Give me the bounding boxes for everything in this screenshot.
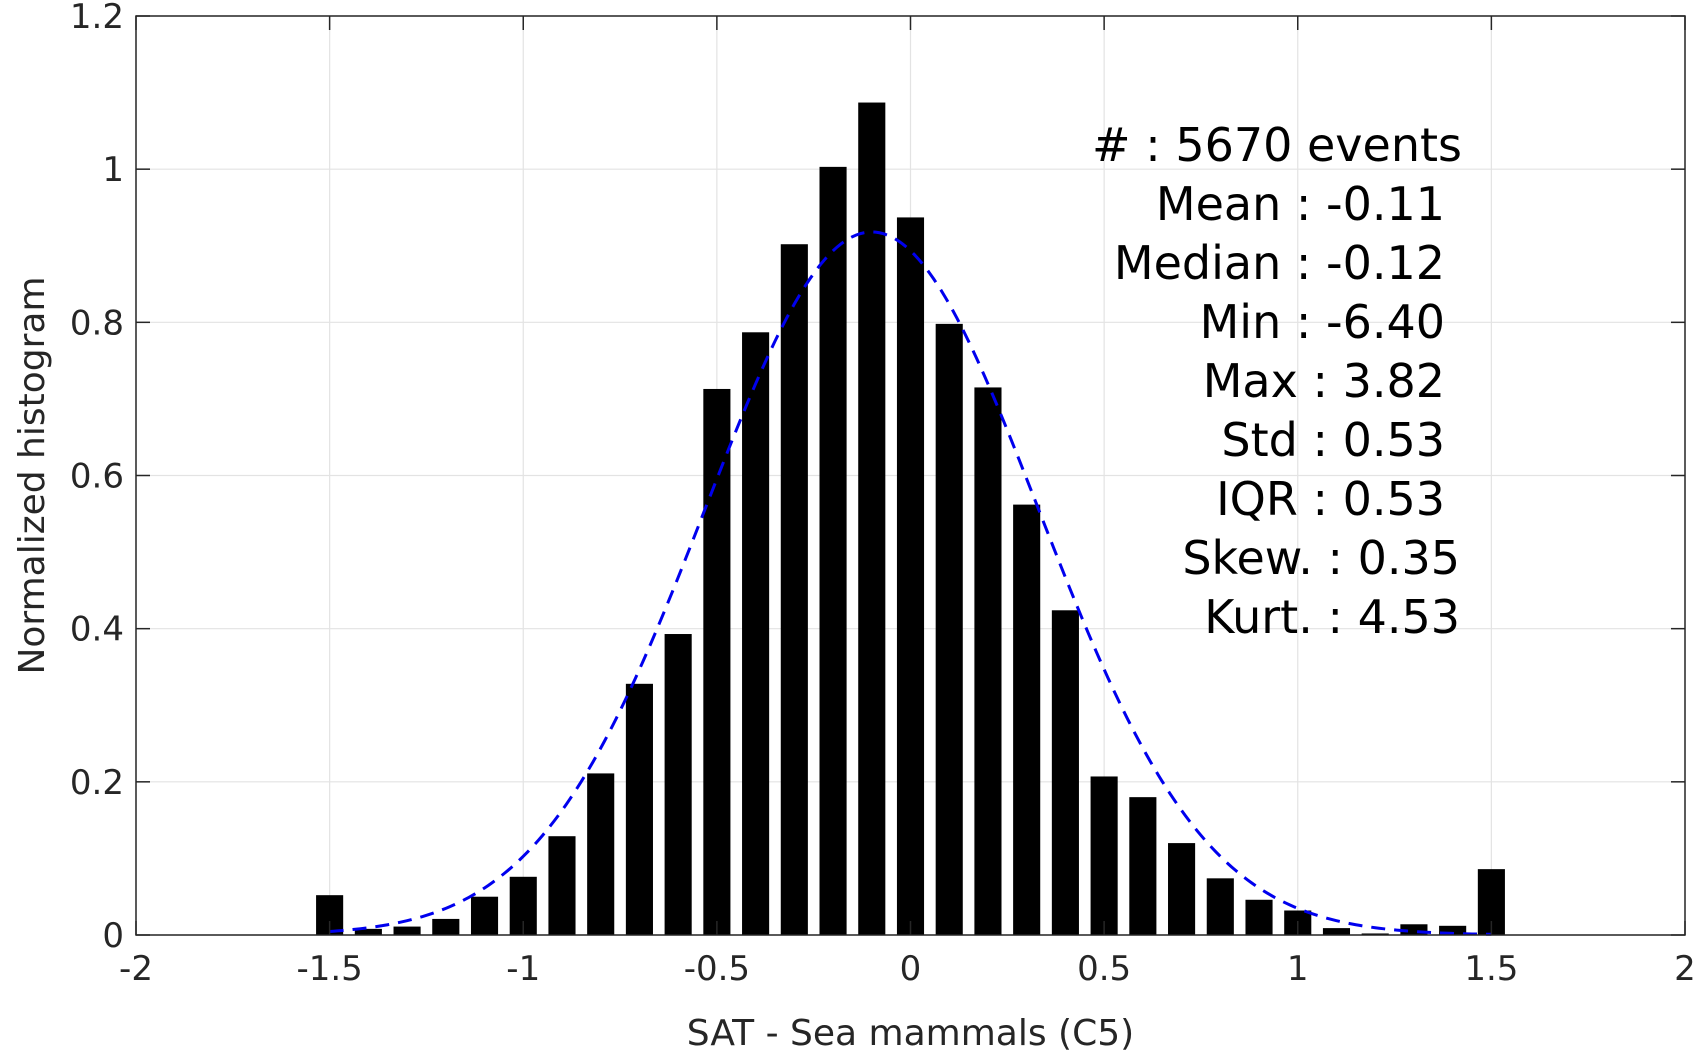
histogram-bar bbox=[974, 387, 1002, 935]
histogram-bar bbox=[780, 244, 808, 936]
y-tick-labels: 0 0.2 0.4 0.6 0.8 1 1.2 bbox=[70, 0, 124, 956]
stat-line: Skew. : 0.35 bbox=[1182, 531, 1460, 585]
x-tick-label: 1.5 bbox=[1464, 949, 1518, 989]
histogram-bar bbox=[935, 323, 963, 935]
histogram-bar bbox=[1168, 843, 1196, 935]
histogram-bar bbox=[470, 896, 499, 935]
histogram-bar bbox=[1129, 797, 1157, 935]
stat-line: IQR : 0.53 bbox=[1216, 472, 1445, 526]
axis-ticks bbox=[135, 15, 1686, 936]
histogram-bar bbox=[896, 217, 925, 935]
histogram-bar bbox=[703, 388, 731, 936]
stat-line: Median : -0.12 bbox=[1114, 236, 1445, 290]
x-axis-title: SAT - Sea mammals (C5) bbox=[687, 1013, 1134, 1053]
histogram-bar bbox=[548, 836, 576, 935]
stat-line: Std : 0.53 bbox=[1221, 413, 1445, 467]
histogram-bar bbox=[1439, 925, 1467, 935]
histogram-bar bbox=[1322, 928, 1351, 935]
normal-fit-curve bbox=[329, 230, 1492, 936]
histogram-bars bbox=[316, 102, 1505, 936]
histogram-bar bbox=[742, 332, 770, 935]
histogram-bar bbox=[1400, 924, 1428, 935]
x-tick-label: 0.5 bbox=[1077, 949, 1131, 989]
y-tick-label: 0.6 bbox=[70, 457, 124, 497]
x-tick-label: 1 bbox=[1287, 949, 1309, 989]
y-axis-title: Normalized histogram bbox=[12, 276, 53, 674]
histogram-bar bbox=[1090, 776, 1118, 935]
stat-line: Kurt. : 4.53 bbox=[1204, 590, 1460, 644]
stat-line: # : 5670 events bbox=[1092, 118, 1462, 172]
histogram-bar bbox=[1245, 899, 1273, 935]
y-tick-label: 1.2 bbox=[70, 0, 124, 37]
y-tick-label: 1 bbox=[102, 150, 124, 190]
x-tick-label: 0 bbox=[900, 949, 922, 989]
stat-line: Mean : -0.11 bbox=[1156, 177, 1445, 231]
y-tick-label: 0.8 bbox=[70, 303, 124, 343]
y-tick-label: 0.4 bbox=[70, 610, 124, 650]
y-tick-label: 0 bbox=[102, 916, 124, 956]
histogram-bar bbox=[625, 683, 653, 935]
x-tick-label: -2 bbox=[119, 949, 153, 989]
histogram-bar bbox=[393, 926, 421, 935]
x-tick-label: -1 bbox=[506, 949, 540, 989]
x-tick-label: -1.5 bbox=[296, 949, 362, 989]
stat-line: Min : -6.40 bbox=[1200, 295, 1445, 349]
histogram-bar bbox=[1361, 933, 1389, 935]
y-tick-label: 0.2 bbox=[70, 763, 124, 803]
x-tick-labels: -2 -1.5 -1 -0.5 0 0.5 1 1.5 2 bbox=[119, 949, 1696, 989]
histogram-bar bbox=[587, 773, 615, 935]
histogram-bar bbox=[1051, 610, 1079, 935]
x-tick-label: 2 bbox=[1674, 949, 1696, 989]
histogram-bar bbox=[432, 918, 460, 935]
histogram-bar bbox=[354, 928, 382, 935]
histogram-bar bbox=[664, 634, 692, 935]
stat-line: Max : 3.82 bbox=[1203, 354, 1445, 408]
histogram-bar bbox=[1206, 878, 1234, 935]
histogram-bar bbox=[819, 166, 847, 936]
histogram-bar bbox=[1013, 504, 1041, 935]
histogram-bar bbox=[858, 102, 886, 935]
x-tick-label: -0.5 bbox=[684, 949, 750, 989]
